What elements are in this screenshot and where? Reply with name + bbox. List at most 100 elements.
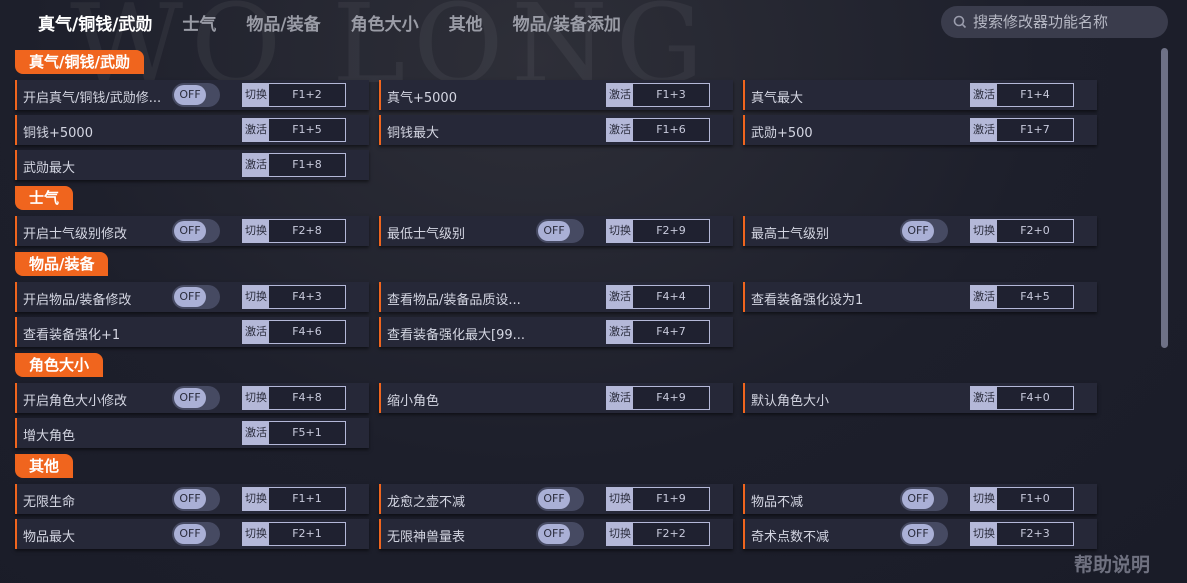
tab-4[interactable]: 其他 — [448, 15, 483, 35]
hotkey-button[interactable]: 切换 F2+3 — [970, 522, 1074, 546]
hotkey-button[interactable]: 激活 F1+3 — [606, 83, 710, 107]
cheat-name: 查看装备强化设为1 — [751, 293, 864, 308]
search-input[interactable] — [973, 13, 1153, 31]
action-label: 激活 — [607, 321, 633, 343]
hotkey-button[interactable]: 激活 F4+5 — [970, 285, 1074, 309]
hotkey-value: F5+1 — [269, 422, 345, 444]
hotkey-value: F1+9 — [633, 488, 709, 510]
toggle-switch[interactable]: OFF — [536, 522, 584, 546]
scrollbar[interactable] — [1161, 48, 1168, 348]
hotkey-button[interactable]: 激活 F4+9 — [606, 386, 710, 410]
hotkey-value: F2+8 — [269, 220, 345, 242]
hotkey-value: F2+1 — [269, 523, 345, 545]
cheat-name: 查看装备强化最大[99... — [387, 328, 526, 343]
hotkey-button[interactable]: 激活 F1+4 — [970, 83, 1074, 107]
hotkey-button[interactable]: 切换 F4+3 — [242, 285, 346, 309]
cheat-row: 最高士气级别 OFF 切换 F2+0 — [743, 216, 1097, 246]
toggle-switch[interactable]: OFF — [172, 522, 220, 546]
action-label: 切换 — [243, 84, 269, 106]
cheat-name: 铜钱+5000 — [23, 126, 93, 141]
search-box[interactable] — [941, 6, 1168, 38]
hotkey-button[interactable]: 激活 F4+4 — [606, 285, 710, 309]
hotkey-button[interactable]: 切换 F1+1 — [242, 487, 346, 511]
cheat-row: 武勋+500 激活 F1+7 — [743, 115, 1097, 145]
toggle-switch[interactable]: OFF — [900, 219, 948, 243]
toggle-switch[interactable]: OFF — [172, 219, 220, 243]
action-label: 激活 — [243, 321, 269, 343]
cheat-name: 无限生命 — [23, 495, 76, 510]
section-grid: 无限生命 OFF 切换 F1+1 龙愈之壶不减 OFF 切换 F1+9 物品不减 OFF 切换 F1+… — [15, 484, 1105, 549]
hotkey-button[interactable]: 切换 F2+0 — [970, 219, 1074, 243]
action-label: 激活 — [243, 154, 269, 176]
tab-1[interactable]: 士气 — [182, 15, 217, 35]
cheat-row: 查看物品/装备品质设... 激活 F4+4 — [379, 282, 733, 312]
cheat-name: 龙愈之壶不减 — [387, 495, 466, 510]
hotkey-button[interactable]: 切换 F2+8 — [242, 219, 346, 243]
tab-5[interactable]: 物品/装备添加 — [512, 15, 621, 35]
hotkey-button[interactable]: 激活 F5+1 — [242, 421, 346, 445]
cheat-name: 物品不减 — [751, 495, 804, 510]
action-label: 激活 — [243, 119, 269, 141]
cheat-name: 缩小角色 — [387, 394, 440, 409]
toggle-switch[interactable]: OFF — [172, 487, 220, 511]
cheat-row: 缩小角色 激活 F4+9 — [379, 383, 733, 413]
action-label: 激活 — [971, 286, 997, 308]
toggle-switch[interactable]: OFF — [172, 386, 220, 410]
hotkey-button[interactable]: 切换 F4+8 — [242, 386, 346, 410]
cheat-row: 真气最大 激活 F1+4 — [743, 80, 1097, 110]
action-label: 切换 — [243, 220, 269, 242]
toggle-switch[interactable]: OFF — [900, 487, 948, 511]
hotkey-button[interactable]: 激活 F4+6 — [242, 320, 346, 344]
cheat-name: 开启真气/铜钱/武勋修... — [23, 91, 162, 106]
tab-0[interactable]: 真气/铜钱/武勋 — [38, 15, 153, 35]
hotkey-button[interactable]: 激活 F1+8 — [242, 153, 346, 177]
toggle-switch[interactable]: OFF — [172, 285, 220, 309]
tab-2[interactable]: 物品/装备 — [246, 15, 321, 35]
hotkey-value: F4+5 — [997, 286, 1073, 308]
hotkey-button[interactable]: 激活 F4+0 — [970, 386, 1074, 410]
hotkey-value: F4+9 — [633, 387, 709, 409]
hotkey-button[interactable]: 切换 F2+2 — [606, 522, 710, 546]
tab-3[interactable]: 角色大小 — [350, 15, 419, 35]
hotkey-value: F4+8 — [269, 387, 345, 409]
cheat-name: 开启士气级别修改 — [23, 227, 128, 242]
hotkey-button[interactable]: 激活 F1+7 — [970, 118, 1074, 142]
action-label: 激活 — [971, 387, 997, 409]
cheat-name: 开启物品/装备修改 — [23, 293, 132, 308]
action-label: 激活 — [607, 286, 633, 308]
hotkey-button[interactable]: 切换 F2+1 — [242, 522, 346, 546]
hotkey-value: F2+9 — [633, 220, 709, 242]
action-label: 激活 — [607, 119, 633, 141]
hotkey-button[interactable]: 激活 F1+5 — [242, 118, 346, 142]
action-label: 切换 — [243, 523, 269, 545]
section-grid: 开启物品/装备修改 OFF 切换 F4+3 查看物品/装备品质设... 激活 F4+4 查看装… — [15, 282, 1105, 347]
toggle-switch[interactable]: OFF — [172, 83, 220, 107]
hotkey-button[interactable]: 激活 F1+6 — [606, 118, 710, 142]
toggle-switch[interactable]: OFF — [536, 487, 584, 511]
hotkey-button[interactable]: 切换 F1+0 — [970, 487, 1074, 511]
cheat-row: 铜钱最大 激活 F1+6 — [379, 115, 733, 145]
hotkey-button[interactable]: 切换 F1+2 — [242, 83, 346, 107]
cheat-name: 默认角色大小 — [751, 394, 830, 409]
cheat-name: 增大角色 — [23, 429, 76, 444]
hotkey-button[interactable]: 切换 F2+9 — [606, 219, 710, 243]
toggle-switch[interactable]: OFF — [536, 219, 584, 243]
toggle-knob: OFF — [538, 221, 570, 241]
cheat-name: 开启角色大小修改 — [23, 394, 128, 409]
toggle-switch[interactable]: OFF — [900, 522, 948, 546]
hotkey-button[interactable]: 切换 F1+9 — [606, 487, 710, 511]
hotkey-value: F1+4 — [997, 84, 1073, 106]
cheat-row: 增大角色 激活 F5+1 — [15, 418, 369, 448]
section-grid: 开启士气级别修改 OFF 切换 F2+8 最低士气级别 OFF 切换 F2+9 最高士气级别 OF… — [15, 216, 1105, 246]
hotkey-value: F1+5 — [269, 119, 345, 141]
action-label: 切换 — [243, 488, 269, 510]
action-label: 激活 — [607, 84, 633, 106]
cheat-name: 武勋最大 — [23, 161, 76, 176]
hotkey-button[interactable]: 激活 F4+7 — [606, 320, 710, 344]
help-button[interactable]: 帮助说明 — [1074, 554, 1151, 576]
cheat-name: 最高士气级别 — [751, 227, 830, 242]
cheat-row: 查看装备强化最大[99... 激活 F4+7 — [379, 317, 733, 347]
cheat-row: 开启角色大小修改 OFF 切换 F4+8 — [15, 383, 369, 413]
hotkey-value: F2+0 — [997, 220, 1073, 242]
section-grid: 开启真气/铜钱/武勋修... OFF 切换 F1+2 真气+5000 激活 F1+3 真气最大… — [15, 80, 1105, 180]
